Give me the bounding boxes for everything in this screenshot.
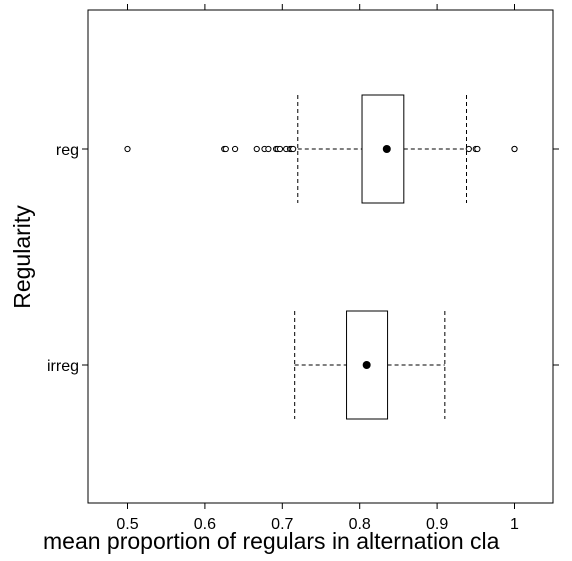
x-tick-label: 0.5 bbox=[116, 516, 138, 533]
outlier-point bbox=[465, 145, 472, 153]
outlier-point bbox=[222, 145, 229, 153]
outlier-point bbox=[253, 145, 260, 153]
y-axis: reg irreg bbox=[47, 142, 559, 375]
x-tick-label: 1 bbox=[510, 516, 519, 533]
x-tick-label: 0.7 bbox=[271, 516, 293, 533]
outlier-point bbox=[474, 145, 481, 153]
box-reg bbox=[124, 94, 518, 204]
box-irreg bbox=[294, 310, 446, 420]
x-axis: 0.5 0.6 0.7 0.8 0.9 1 bbox=[116, 4, 519, 533]
x-tick-label: 0.8 bbox=[349, 516, 371, 533]
y-tick-label: irreg bbox=[47, 358, 79, 375]
outlier-point bbox=[290, 145, 297, 153]
outlier-point bbox=[231, 145, 239, 153]
outlier-point bbox=[265, 145, 272, 153]
x-axis-title: mean proportion of regulars in alternati… bbox=[43, 528, 500, 554]
median-dot bbox=[362, 361, 371, 369]
outlier-point bbox=[511, 145, 518, 153]
x-tick-label: 0.6 bbox=[194, 516, 216, 533]
boxes bbox=[124, 94, 518, 420]
plot-frame bbox=[87, 9, 554, 504]
iqr-box bbox=[361, 94, 405, 204]
median-dot bbox=[382, 145, 391, 153]
y-axis-title: Regularity bbox=[9, 205, 35, 309]
y-tick-label: reg bbox=[56, 142, 79, 159]
x-tick-label: 0.9 bbox=[426, 516, 448, 533]
outlier-point bbox=[124, 145, 131, 153]
outlier-point bbox=[276, 145, 284, 153]
